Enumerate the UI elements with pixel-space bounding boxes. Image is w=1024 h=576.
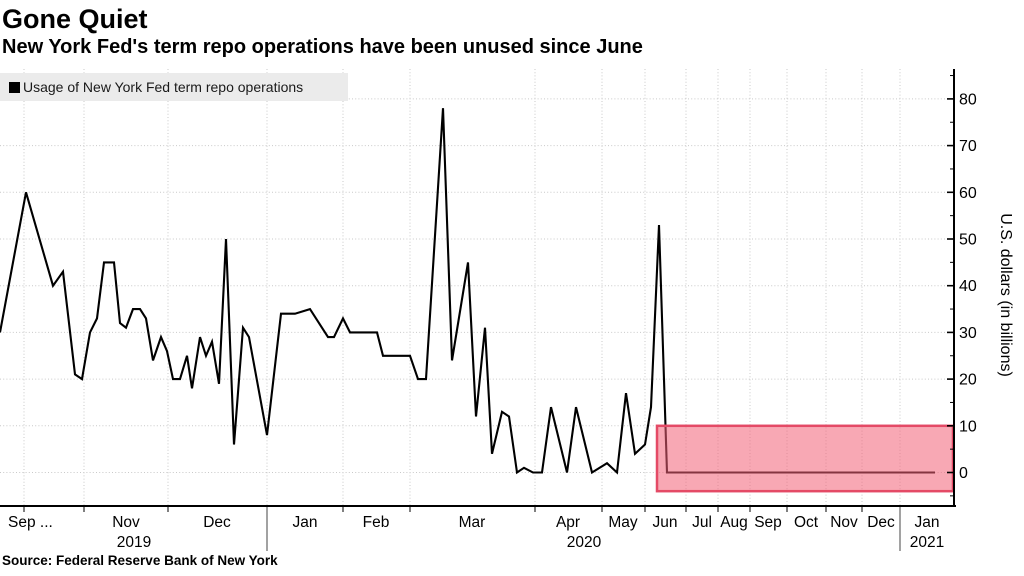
x-month-label: Aug bbox=[720, 514, 748, 531]
x-year-label: 2021 bbox=[910, 534, 944, 551]
y-tick-label: 80 bbox=[959, 91, 977, 108]
y-tick-label: 20 bbox=[959, 372, 977, 389]
series-line bbox=[0, 108, 935, 475]
y-tick-label: 40 bbox=[959, 278, 977, 295]
x-month-label: May bbox=[608, 514, 638, 531]
y-tick-label: 50 bbox=[959, 232, 977, 249]
chart-subtitle: New York Fed's term repo operations have… bbox=[2, 36, 643, 58]
x-month-label: Feb bbox=[363, 514, 390, 531]
source-credit: Source: Federal Reserve Bank of New York bbox=[2, 553, 278, 568]
y-tick-label: 60 bbox=[959, 185, 977, 202]
y-axis-title: U.S. dollars (in billions) bbox=[997, 213, 1014, 377]
x-month-label: Dec bbox=[867, 514, 895, 531]
x-month-label: Jan bbox=[293, 514, 318, 531]
y-tick-label: 30 bbox=[959, 325, 977, 342]
x-month-label: Nov bbox=[830, 514, 858, 531]
legend-series-swatch-icon bbox=[9, 81, 20, 93]
x-month-label: Nov bbox=[112, 514, 140, 531]
y-tick-label: 10 bbox=[959, 418, 977, 435]
x-month-label: Sep bbox=[754, 514, 782, 531]
zero-usage-highlight-region bbox=[655, 424, 955, 493]
x-year-label: 2020 bbox=[567, 534, 602, 551]
x-month-label: Jan bbox=[915, 514, 940, 531]
chart-title: Gone Quiet bbox=[2, 4, 148, 34]
x-year-label: 2019 bbox=[117, 534, 151, 551]
x-month-label: Dec bbox=[203, 514, 231, 531]
x-month-label: Sep ... bbox=[8, 514, 53, 531]
x-month-label: Jul bbox=[692, 514, 712, 531]
x-month-label: Oct bbox=[794, 514, 819, 531]
legend: Usage of New York Fed term repo operatio… bbox=[0, 73, 348, 101]
legend-series-label: Usage of New York Fed term repo operatio… bbox=[23, 79, 304, 95]
x-month-label: Jun bbox=[653, 514, 678, 531]
x-month-label: Apr bbox=[556, 514, 580, 531]
y-tick-label: 0 bbox=[959, 465, 968, 482]
y-tick-label: 70 bbox=[959, 138, 977, 155]
x-month-label: Mar bbox=[459, 514, 486, 531]
